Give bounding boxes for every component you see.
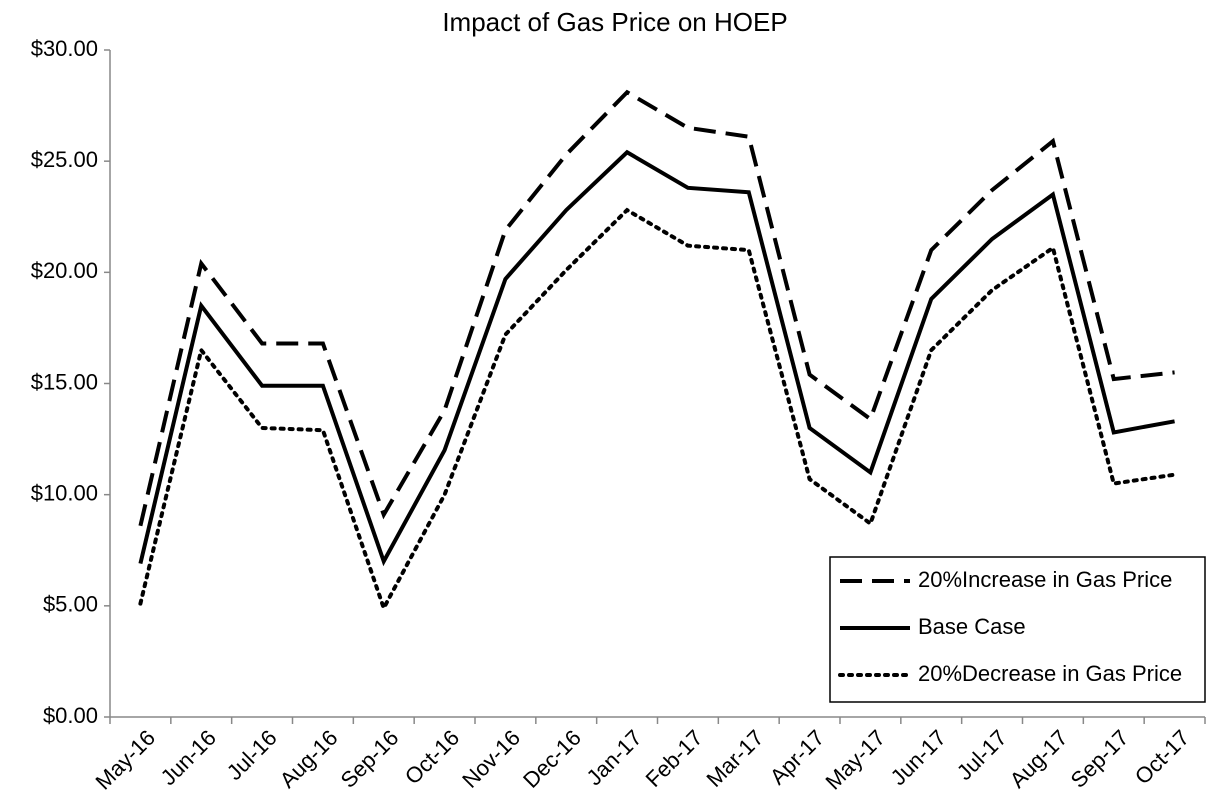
y-tick-label: $10.00	[31, 480, 98, 505]
x-tick-label: Aug-16	[275, 725, 343, 793]
x-tick-label: Dec-16	[518, 725, 586, 793]
x-tick-label: Jun-16	[156, 725, 221, 790]
x-tick-label: Jan-17	[581, 725, 646, 790]
y-tick-label: $5.00	[43, 592, 98, 617]
legend-label: Base Case	[918, 614, 1026, 639]
x-tick-label: Jul-16	[222, 725, 282, 785]
legend-label: 20%Increase in Gas Price	[918, 567, 1172, 592]
x-tick-label: Oct-16	[400, 725, 464, 789]
y-tick-label: $30.00	[31, 36, 98, 61]
x-tick-label: Mar-17	[701, 725, 768, 792]
y-tick-label: $15.00	[31, 369, 98, 394]
x-tick-label: May-16	[91, 725, 161, 795]
x-tick-label: Jun-17	[886, 725, 951, 790]
x-tick-label: Aug-17	[1005, 725, 1073, 793]
x-tick-label: Apr-17	[765, 725, 829, 789]
x-tick-label: Sep-17	[1066, 725, 1134, 793]
y-tick-label: $0.00	[43, 703, 98, 728]
series-line	[138, 149, 1175, 567]
x-tick-label: Nov-16	[457, 725, 525, 793]
series-line	[138, 207, 1177, 614]
y-tick-label: $25.00	[31, 147, 98, 172]
legend-label: 20%Decrease in Gas Price	[918, 661, 1182, 686]
x-tick-label: Sep-16	[336, 725, 404, 793]
x-tick-label: May-17	[821, 725, 891, 795]
series-line	[138, 89, 1175, 527]
x-tick-label: Oct-17	[1130, 725, 1194, 789]
y-tick-label: $20.00	[31, 258, 98, 283]
chart-title: Impact of Gas Price on HOEP	[442, 7, 787, 37]
x-tick-label: Jul-17	[952, 725, 1012, 785]
x-tick-label: Feb-17	[641, 725, 708, 792]
